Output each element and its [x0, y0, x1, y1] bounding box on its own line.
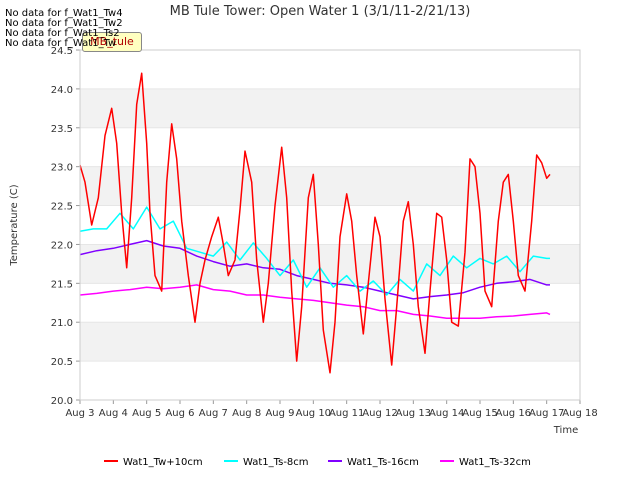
no-data-message: No data for f_Wat1_Tw2 — [5, 18, 123, 29]
x-tick-label: Aug 4 — [99, 408, 128, 419]
x-tick-label: Aug 6 — [165, 408, 194, 419]
no-data-message: No data for f_Wat1_Tw — [5, 38, 117, 49]
y-tick-label: 23.0 — [51, 163, 73, 174]
legend-label: Wat1_Ts-32cm — [459, 457, 531, 468]
no-data-message: No data for f_Wat1_Tw4 — [5, 8, 123, 19]
background-band — [80, 88, 580, 128]
series-line — [79, 72, 551, 374]
y-tick-label: 23.5 — [51, 124, 73, 135]
background-band — [80, 127, 580, 167]
x-tick-label: Aug 8 — [232, 408, 261, 419]
background-band — [80, 205, 580, 245]
site-badge: MB_tule — [82, 32, 142, 52]
background-band — [80, 166, 580, 206]
y-tick-label: 24.5 — [51, 46, 73, 57]
x-tick-label: Aug 13 — [396, 408, 431, 419]
x-tick-label: Aug 17 — [529, 408, 564, 419]
y-tick-label: 22.0 — [51, 240, 73, 251]
x-tick-label: Aug 7 — [199, 408, 228, 419]
x-tick-label: Aug 12 — [362, 408, 397, 419]
series-lines — [79, 72, 551, 374]
plot-frame — [79, 49, 581, 401]
x-tick-label: Aug 14 — [429, 408, 464, 419]
y-tick-label: 21.5 — [51, 279, 73, 290]
legend: Wat1_Tw+10cm Wat1_Ts-8cm Wat1_Ts-16cm Wat1_… — [104, 457, 531, 468]
y-tick-label: 21.0 — [51, 318, 73, 329]
no-data-message: No data for f_Wat1_Ts2 — [5, 28, 120, 39]
legend-label: Wat1_Ts-16cm — [347, 457, 419, 468]
y-tick-label: 22.5 — [51, 202, 73, 213]
x-tick-label: Aug 18 — [562, 408, 597, 419]
legend-label: Wat1_Tw+10cm — [123, 457, 203, 468]
legend-label: Wat1_Ts-8cm — [243, 457, 309, 468]
background-band — [80, 244, 580, 284]
background-bands — [80, 50, 580, 401]
chart-title: MB Tule Tower: Open Water 1 (3/1/11-2/21… — [170, 4, 471, 19]
y-tick-label: 20.5 — [51, 357, 73, 368]
x-tick-label: Aug 16 — [496, 408, 531, 419]
y-tick-label: 24.0 — [51, 85, 73, 96]
x-tick-label: Aug 11 — [329, 408, 364, 419]
y-tick-label: 20.0 — [51, 396, 73, 407]
x-tick-label: Aug 5 — [132, 408, 161, 419]
x-ticks: Aug 3 Aug 4 Aug 5 Aug 6 Aug 7 Aug 8 Aug 9 Aug 1… — [65, 400, 598, 419]
background-band — [80, 50, 580, 89]
x-tick-label: Aug 3 — [65, 408, 94, 419]
y-ticks: 20.0 20.5 21.0 21.5 22.0 22.5 23.0 23.5 24.0 24.5 — [51, 46, 80, 407]
y-axis-label: Temperature (C) — [9, 184, 20, 266]
x-tick-label: Aug 15 — [462, 408, 497, 419]
x-tick-label: Aug 9 — [265, 408, 294, 419]
series-line — [79, 239, 550, 300]
background-band — [80, 322, 580, 362]
x-tick-label: Aug 10 — [296, 408, 331, 419]
x-axis-label: Time — [553, 425, 578, 436]
